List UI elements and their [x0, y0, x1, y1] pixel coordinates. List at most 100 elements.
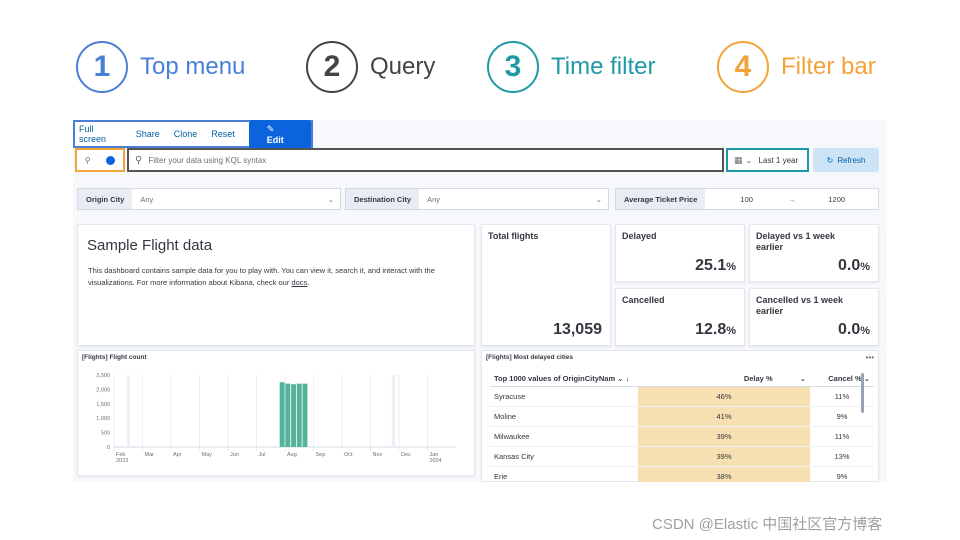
- origin-city-value[interactable]: Any: [140, 194, 154, 204]
- delayed-week-number: 0.0: [837, 257, 861, 274]
- legend-time-filter: 3 Time filter: [487, 40, 655, 94]
- delay-cell: 38%: [638, 466, 810, 482]
- cancelled-week-unit: %: [860, 325, 870, 337]
- col-cancel-label: Cancel %: [828, 374, 862, 383]
- x-tick-label: Nov: [373, 452, 383, 458]
- x-tick-label: Apr: [173, 452, 182, 458]
- refresh-icon: ↻: [826, 155, 834, 165]
- chevron-down-icon[interactable]: ⌄: [327, 194, 334, 204]
- chevron-down-icon[interactable]: ⌄: [595, 194, 602, 204]
- table-row[interactable]: Moline 41% 9%: [490, 406, 874, 427]
- panel-options-icon[interactable]: •••: [865, 353, 874, 362]
- time-range-label[interactable]: Last 1 year: [758, 155, 799, 165]
- y-tick-label: 500: [101, 431, 110, 437]
- filter-bar: ⚲: [75, 148, 125, 172]
- clone-link[interactable]: Clone: [173, 129, 198, 139]
- x-tick-label: Oct: [344, 452, 353, 458]
- destination-city-value[interactable]: Any: [427, 194, 441, 204]
- x-tick-label: Jun: [230, 452, 239, 458]
- col-delay-label: Delay %: [743, 374, 773, 383]
- flight-count-panel: [Flights] Flight count 2,500 2,000 1,500 1,…: [77, 350, 475, 476]
- legend-label-2: Query: [370, 53, 436, 80]
- range-arrow-icon: →: [787, 194, 796, 204]
- full-screen-link[interactable]: Full screen: [79, 124, 107, 144]
- markdown-panel: Sample Flight data This dashboard contai…: [77, 224, 475, 346]
- ticket-price-control[interactable]: Average Ticket Price 100 → 1200: [615, 188, 879, 210]
- reset-link[interactable]: Reset: [211, 129, 235, 139]
- x-tick-label: Dec: [401, 452, 411, 458]
- cancel-cell: 9%: [810, 466, 874, 482]
- watermark: CSDN @Elastic 中国社区官方博客: [652, 516, 883, 533]
- destination-city-label: Destination City: [346, 189, 420, 209]
- legend-label-3: Time filter: [551, 53, 656, 80]
- kibana-dashboard: Full screen Share Clone Reset ✎ Edit ⚲ ⚲…: [73, 120, 887, 482]
- table-scrollbar[interactable]: [861, 373, 864, 413]
- delayed-week-panel: Delayed vs 1 week earlier 0.0%: [749, 224, 879, 282]
- query-bar[interactable]: ⚲ Filter your data using KQL syntax: [127, 148, 724, 172]
- x-tick-label: Sep: [316, 452, 326, 458]
- col-origin-label: Top 1000 values of OriginCityNam: [494, 374, 616, 383]
- cancelled-unit: %: [726, 325, 736, 337]
- x-tick-label: 2023: [116, 458, 128, 464]
- legend-label-1: Top menu: [140, 53, 246, 80]
- legend-number-4: 4: [717, 41, 769, 93]
- cancelled-value: 12.8%: [695, 321, 736, 339]
- table-row[interactable]: Erie 38% 9%: [490, 466, 874, 482]
- edit-button[interactable]: ✎ Edit: [248, 120, 311, 149]
- delayed-panel: Delayed 25.1%: [615, 224, 745, 282]
- cancelled-week-value: 0.0%: [838, 321, 870, 339]
- table-row[interactable]: Kansas City 39% 13%: [490, 446, 874, 467]
- column-header-origin[interactable]: Top 1000 values of OriginCityNam ⌄ ↓: [490, 371, 638, 387]
- cancelled-week-number: 0.0: [837, 321, 861, 338]
- time-filter[interactable]: ▦ ⌄ Last 1 year: [726, 148, 809, 172]
- add-filter-icon[interactable]: [106, 155, 116, 165]
- background-bar: [126, 375, 130, 447]
- flight-count-bar: [285, 383, 291, 447]
- destination-city-control[interactable]: Destination City Any ⌄: [345, 188, 609, 210]
- share-link[interactable]: Share: [135, 129, 160, 139]
- calendar-icon[interactable]: ▦ ⌄: [734, 154, 753, 165]
- delay-cell: 39%: [638, 426, 810, 447]
- price-min[interactable]: 100: [740, 194, 753, 204]
- table-row[interactable]: Milwaukee 39% 11%: [490, 426, 874, 447]
- top-menu: Full screen Share Clone Reset ✎ Edit: [73, 120, 313, 149]
- ticket-price-label: Average Ticket Price: [616, 189, 706, 209]
- delayed-week-value: 0.0%: [838, 257, 870, 275]
- delayed-cities-panel: [Flights] Most delayed cities ••• Top 10…: [481, 350, 879, 482]
- cancel-cell: 11%: [810, 386, 874, 407]
- city-cell: Milwaukee: [490, 426, 638, 447]
- delayed-number: 25.1: [695, 257, 727, 274]
- delayed-week-unit: %: [860, 261, 870, 273]
- y-tick-label: 1,500: [96, 402, 110, 408]
- cancelled-week-title: Cancelled vs 1 week earlier: [756, 295, 844, 316]
- delay-cell: 46%: [638, 386, 810, 407]
- total-flights-panel: Total flights 13,059: [481, 224, 611, 346]
- docs-link[interactable]: docs: [291, 278, 308, 287]
- x-tick-label: Jul: [259, 452, 266, 458]
- panel-title: Sample Flight data: [87, 237, 213, 254]
- origin-city-label: Origin City: [78, 189, 133, 209]
- filter-menu-icon[interactable]: ⚲: [84, 155, 91, 165]
- origin-city-control[interactable]: Origin City Any ⌄: [77, 188, 341, 210]
- panel-description: This dashboard contains sample data for …: [88, 265, 473, 289]
- cancelled-week-panel: Cancelled vs 1 week earlier 0.0%: [749, 288, 879, 346]
- query-input[interactable]: Filter your data using KQL syntax: [148, 155, 267, 165]
- pencil-icon: ✎: [266, 123, 275, 134]
- delayed-week-title: Delayed vs 1 week earlier: [756, 231, 836, 252]
- cancelled-panel: Cancelled 12.8%: [615, 288, 745, 346]
- delay-cell: 39%: [638, 446, 810, 467]
- table-header-row: Top 1000 values of OriginCityNam ⌄ ↓ Del…: [490, 371, 874, 387]
- edit-button-label: Edit: [266, 134, 284, 145]
- cancelled-number: 12.8: [695, 321, 727, 338]
- y-tick-label: 2,500: [96, 373, 110, 379]
- column-header-cancel[interactable]: Cancel % ⌄: [810, 371, 874, 387]
- price-max[interactable]: 1200: [828, 194, 846, 204]
- x-tick-label: 2024: [430, 458, 442, 464]
- refresh-button[interactable]: ↻ Refresh: [813, 148, 879, 172]
- flight-count-bar: [302, 383, 308, 447]
- table-row[interactable]: Syracuse 46% 11%: [490, 386, 874, 407]
- delayed-title: Delayed: [622, 231, 657, 241]
- column-header-delay[interactable]: Delay % ⌄: [638, 371, 810, 387]
- y-tick-label: 2,000: [96, 387, 110, 393]
